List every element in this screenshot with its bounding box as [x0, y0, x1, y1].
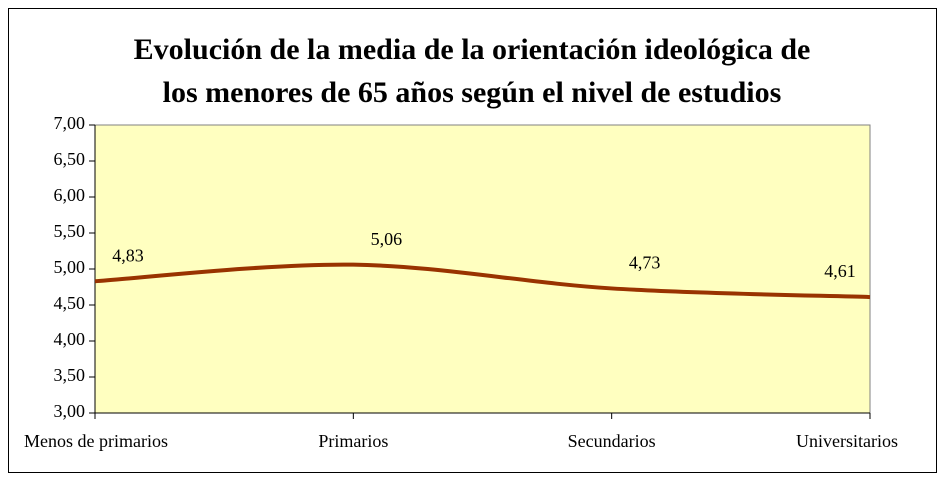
y-tick-label: 5,50	[54, 221, 86, 241]
y-tick-label: 3,50	[54, 365, 86, 385]
chart-title: los menores de 65 años según el nivel de…	[163, 76, 782, 109]
chart-title: Evolución de la media de la orientación …	[134, 33, 811, 66]
data-label: 4,73	[629, 253, 661, 273]
x-tick-label: Primarios	[318, 431, 388, 451]
y-tick-label: 6,00	[54, 185, 86, 205]
x-tick-label: Secundarios	[568, 431, 656, 451]
x-tick-label: Universitarios	[796, 431, 898, 451]
y-tick-label: 4,50	[54, 293, 86, 313]
y-tick-label: 7,00	[54, 113, 86, 133]
data-label: 4,61	[824, 261, 856, 281]
y-tick-label: 3,00	[54, 401, 86, 421]
plot-area	[94, 124, 871, 414]
y-tick-label: 6,50	[54, 149, 86, 169]
y-tick-label: 4,00	[54, 329, 86, 349]
line	[94, 262, 871, 300]
data-label: 4,83	[112, 245, 144, 265]
data-label: 5,06	[371, 229, 403, 249]
y-tick-label: 5,00	[54, 257, 86, 277]
x-tick-label: Menos de primarios	[24, 431, 168, 451]
